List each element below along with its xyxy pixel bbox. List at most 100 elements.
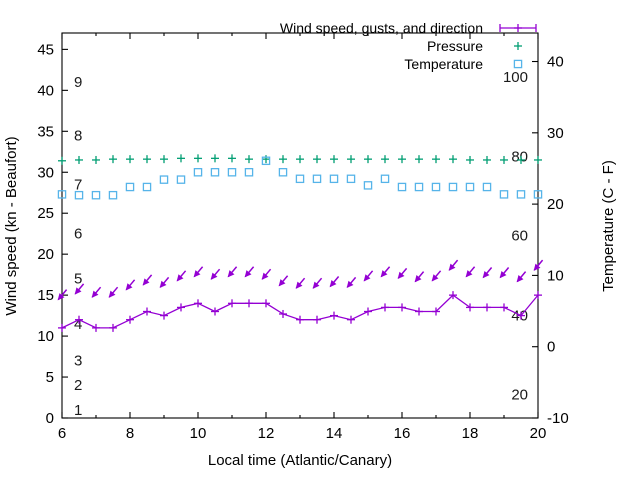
y2-tick-label-5: 40 <box>547 54 564 71</box>
x-tick-label-3: 12 <box>258 425 275 442</box>
y-tick-label-0: 0 <box>46 410 54 427</box>
x-tick-label-6: 18 <box>462 425 479 442</box>
arrow-head <box>329 279 337 288</box>
square-marker <box>482 182 492 192</box>
beaufort-label-5: 5 <box>74 271 82 288</box>
y2-tick-label-4: 30 <box>547 125 564 142</box>
y2-tick-label-3: 20 <box>547 196 564 213</box>
arrow-head <box>363 274 371 282</box>
square-marker <box>513 59 523 69</box>
square-marker <box>91 190 101 200</box>
x-tick-label-1: 8 <box>126 425 134 442</box>
series-wind-speed <box>58 291 542 332</box>
square-marker <box>295 174 305 184</box>
square-marker <box>312 174 322 184</box>
beaufort-label-6: 6 <box>74 226 82 243</box>
square-marker <box>278 168 288 177</box>
beaufort-label-8: 8 <box>74 127 82 144</box>
x-tick-label-5: 16 <box>394 425 411 442</box>
arrow-head <box>533 263 541 271</box>
square-marker <box>244 168 254 177</box>
beaufort-label-2: 2 <box>74 377 82 394</box>
y-tick-label-2: 10 <box>37 328 54 345</box>
square-marker <box>210 168 220 177</box>
arrow-head <box>346 280 354 289</box>
arrow-head <box>74 287 82 295</box>
x-tick-label-0: 6 <box>58 425 66 442</box>
arrow-head <box>278 279 286 287</box>
legend-label-1: Pressure <box>427 38 483 54</box>
y2-tick-label-1: 0 <box>547 339 555 356</box>
y-tick-label-9: 45 <box>37 41 54 58</box>
legend-label-0: Wind speed, gusts, and direction <box>280 20 483 36</box>
x-tick-label-2: 10 <box>190 425 207 442</box>
y-tick-label-1: 5 <box>46 369 54 386</box>
square-marker <box>431 182 441 192</box>
arrow-head <box>516 275 524 283</box>
legend-entry-1[interactable]: Pressure <box>427 38 522 54</box>
square-marker <box>380 174 390 184</box>
square-marker <box>346 174 356 184</box>
arrow-head <box>159 280 167 289</box>
square-marker <box>363 181 373 190</box>
arrow-head <box>125 283 133 291</box>
beaufort-label-7: 7 <box>74 177 82 194</box>
square-marker <box>414 182 424 192</box>
series-temperature <box>57 156 543 200</box>
square-marker <box>329 174 339 184</box>
arrow-head <box>465 270 473 278</box>
square-marker <box>159 175 169 184</box>
arrow-head <box>91 290 99 298</box>
arrow-head <box>210 272 218 280</box>
x-axis-title: Local time (Atlantic/Canary) <box>208 452 392 469</box>
y-tick-label-5: 25 <box>37 205 54 222</box>
arrow-head <box>482 270 490 279</box>
square-marker <box>261 156 271 166</box>
arrow-head <box>193 270 201 278</box>
arrow-head <box>227 270 235 278</box>
fahrenheit-label-80: 80 <box>511 148 528 165</box>
y2-tick-label-2: 10 <box>547 267 564 284</box>
arrow-head <box>108 290 116 298</box>
arrow-head <box>431 274 439 282</box>
plot-border <box>61 32 539 419</box>
legend-entry-2[interactable]: Temperature <box>404 56 523 72</box>
y-tick-label-4: 20 <box>37 246 54 263</box>
y-tick-label-7: 35 <box>37 123 54 140</box>
arrow-head <box>448 263 456 271</box>
beaufort-label-3: 3 <box>74 353 82 370</box>
square-marker <box>125 182 135 192</box>
square-marker <box>227 168 237 177</box>
beaufort-label-9: 9 <box>74 74 82 91</box>
arrow-head <box>312 281 320 289</box>
square-marker <box>108 190 118 200</box>
arrow-head <box>397 271 405 280</box>
arrow-head <box>499 270 507 279</box>
fahrenheit-label-20: 20 <box>511 386 528 403</box>
series-gust-direction <box>57 259 544 301</box>
fahrenheit-label-60: 60 <box>511 227 528 244</box>
arrow-head <box>261 272 269 280</box>
series-pressure <box>58 154 542 165</box>
square-marker <box>74 190 84 200</box>
legend-label-2: Temperature <box>404 56 483 72</box>
y-tick-label-3: 15 <box>37 287 54 304</box>
x-tick-label-4: 14 <box>326 425 343 442</box>
legend-entry-0[interactable]: Wind speed, gusts, and direction <box>280 20 537 36</box>
square-marker <box>516 190 526 199</box>
y-tick-label-6: 30 <box>37 164 54 181</box>
square-marker <box>397 182 407 192</box>
square-marker <box>57 190 67 199</box>
square-marker <box>193 168 203 177</box>
y2-axis-title: Temperature (C - F) <box>600 160 617 292</box>
square-marker <box>465 182 475 192</box>
x-tick-label-7: 20 <box>530 425 547 442</box>
y-axis-title: Wind speed (kn - Beaufort) <box>3 136 20 315</box>
arrow-head <box>295 281 303 289</box>
square-marker <box>176 175 186 184</box>
arrow-head <box>380 270 388 278</box>
arrow-head <box>176 274 184 282</box>
y2-tick-label-0: -10 <box>547 410 569 427</box>
